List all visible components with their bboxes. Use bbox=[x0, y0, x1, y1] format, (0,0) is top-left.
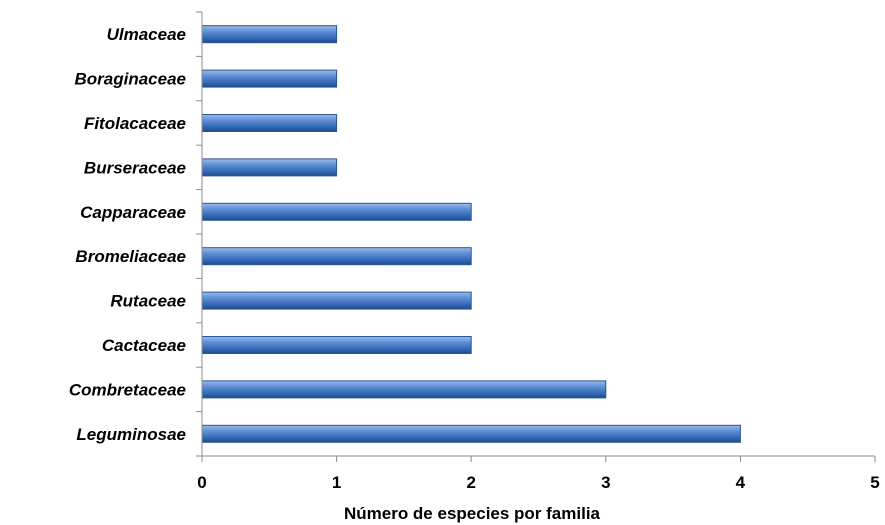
bars-group bbox=[201, 25, 741, 443]
x-tick-label: 4 bbox=[736, 473, 746, 492]
x-axis-title: Número de especies por familia bbox=[344, 504, 601, 523]
category-label-rutaceae: Rutaceae bbox=[110, 292, 186, 311]
bar-rutaceae bbox=[201, 291, 472, 310]
bar-ulmaceae bbox=[201, 25, 338, 44]
category-label-bromeliaceae: Bromeliaceae bbox=[75, 247, 186, 266]
axes-group: Ulmaceae Boraginaceae Fitolacaceae Burserac… bbox=[69, 11, 880, 492]
category-label-ulmaceae: Ulmaceae bbox=[107, 25, 186, 44]
bar-boraginaceae bbox=[201, 69, 338, 88]
x-tick-label: 5 bbox=[870, 473, 879, 492]
category-label-boraginaceae: Boraginaceae bbox=[75, 70, 187, 89]
bar-fitolacaceae bbox=[201, 114, 338, 132]
category-label-cactaceae: Cactaceae bbox=[102, 336, 186, 355]
x-tick-label: 1 bbox=[332, 473, 341, 492]
category-label-combretaceae: Combretaceae bbox=[69, 380, 186, 399]
bar-bromeliaceae bbox=[201, 247, 472, 266]
x-tick-label: 2 bbox=[466, 473, 475, 492]
bar-capparaceae bbox=[201, 202, 472, 221]
x-tick-label: 3 bbox=[601, 473, 610, 492]
category-label-leguminosae: Leguminosae bbox=[76, 425, 186, 444]
bar-burseraceae bbox=[201, 158, 338, 177]
bar-leguminosae bbox=[201, 424, 741, 443]
category-label-burseraceae: Burseraceae bbox=[84, 158, 186, 177]
category-label-capparaceae: Capparaceae bbox=[80, 203, 186, 222]
x-tick-label: 0 bbox=[197, 473, 206, 492]
bar-cactaceae bbox=[201, 336, 472, 354]
category-label-fitolacaceae: Fitolacaceae bbox=[84, 114, 186, 133]
bar-combretaceae bbox=[201, 380, 607, 399]
